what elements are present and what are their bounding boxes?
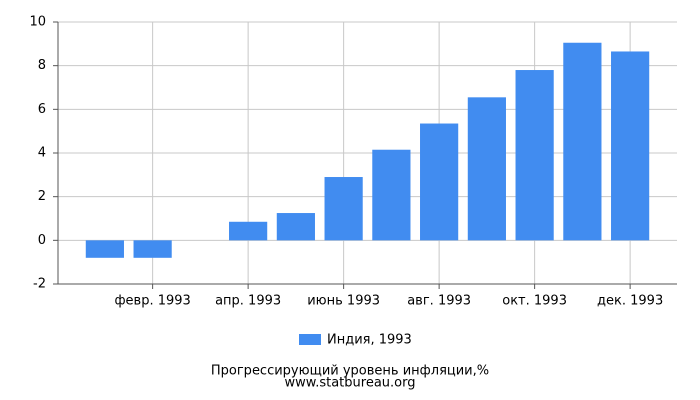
bar [563,42,602,241]
x-tick-label: окт. 1993 [502,294,567,309]
bar [324,177,363,241]
chart-source: www.statbureau.org [285,376,416,391]
bar [229,221,268,241]
bar [515,70,554,241]
legend-label: Индия, 1993 [327,333,412,348]
y-tick-label: 4 [38,146,46,161]
chart-title: Прогрессирующий уровень инфляции,% [211,364,489,379]
x-tick-label: апр. 1993 [215,294,281,309]
y-tick-label: 10 [29,15,46,30]
bar [467,97,506,241]
x-tick-label: дек. 1993 [597,294,663,309]
x-tick-label: февр. 1993 [114,294,190,309]
bar [372,149,411,241]
bar [276,213,315,241]
bar [611,51,650,241]
bar [85,240,124,258]
bar [133,240,172,258]
x-tick-label: авг. 1993 [407,294,471,309]
y-tick-label: 8 [38,58,46,73]
y-tick-label: 2 [38,189,46,204]
y-tick-label: 6 [38,102,46,117]
y-tick-label: -2 [33,277,46,292]
x-tick-label: июнь 1993 [307,294,380,309]
y-tick-label: 0 [38,233,46,248]
bar [420,123,459,241]
legend-swatch [299,334,321,345]
